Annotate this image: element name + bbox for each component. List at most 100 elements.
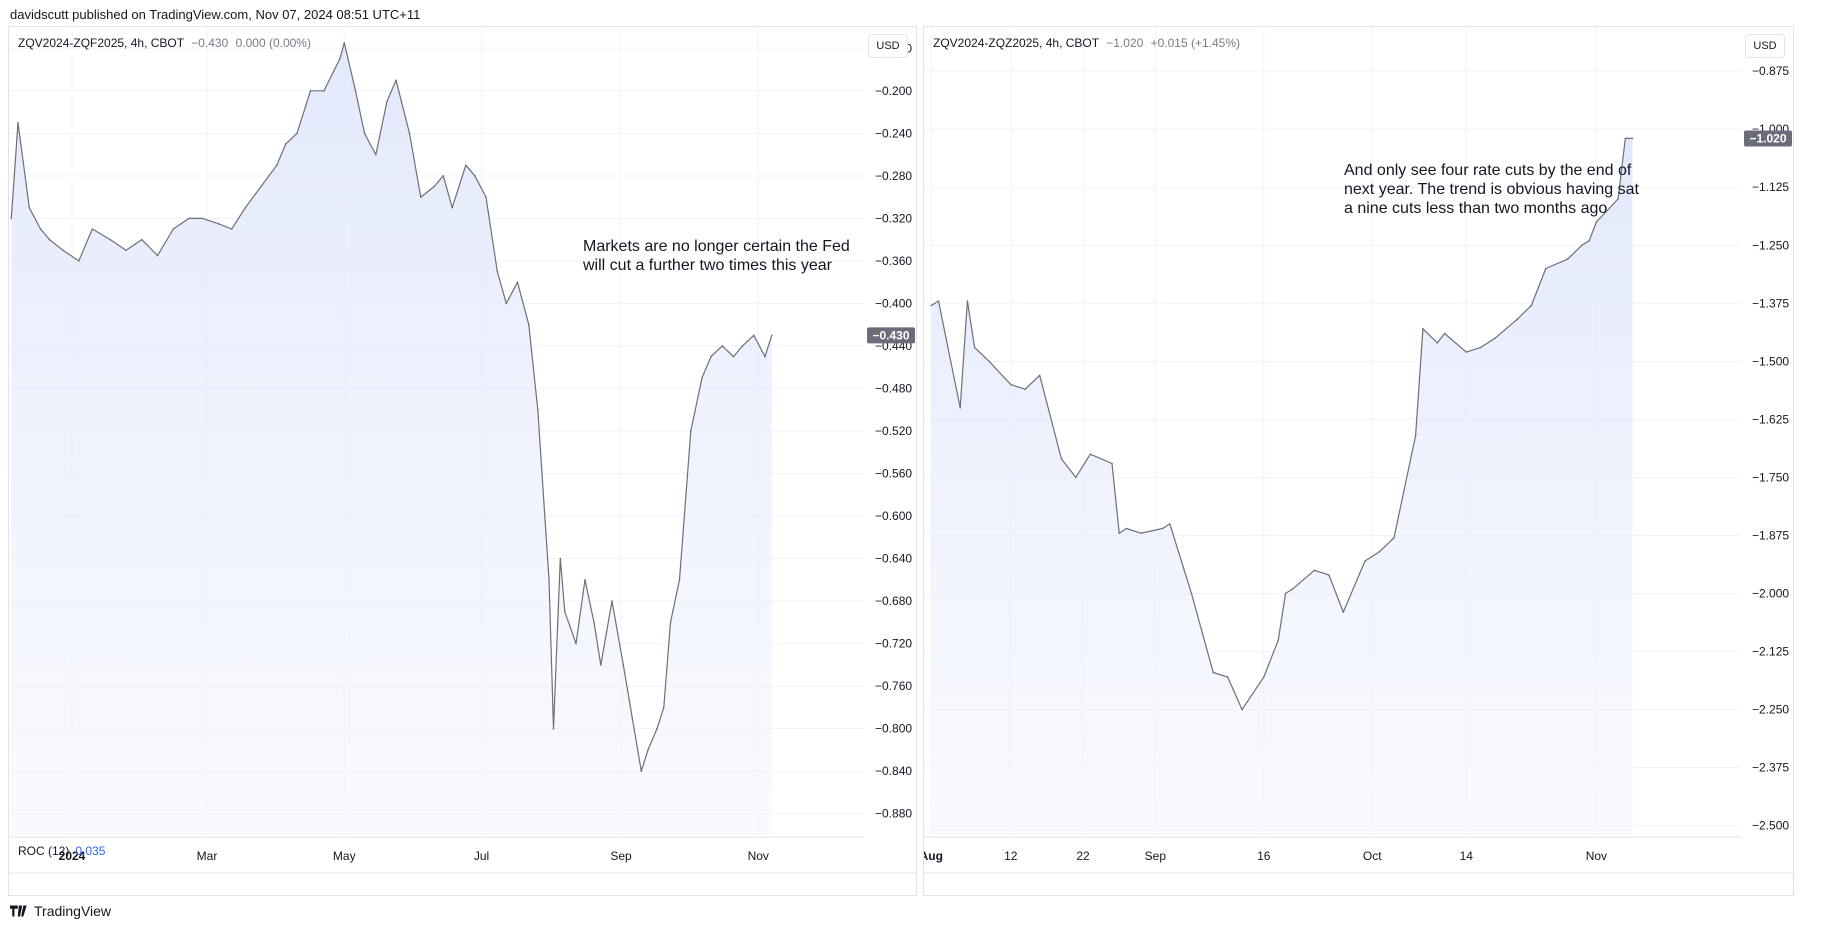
data-point bbox=[408, 132, 411, 135]
y-tick-label: −0.720 bbox=[875, 637, 912, 651]
data-point bbox=[1342, 611, 1345, 613]
brand-name: TradingView bbox=[34, 903, 112, 919]
x-tick-label: Aug bbox=[924, 849, 943, 863]
x-tick-label: Sep bbox=[1145, 849, 1167, 863]
roc-indicator-legend[interactable]: ROC (12) 0.035 bbox=[18, 844, 105, 858]
x-tick-label: Sep bbox=[610, 849, 632, 863]
data-point bbox=[10, 217, 13, 220]
data-point bbox=[528, 323, 530, 326]
data-point bbox=[516, 281, 519, 283]
y-tick-label: −1.875 bbox=[1752, 528, 1789, 542]
data-point bbox=[732, 355, 735, 358]
data-point bbox=[474, 175, 476, 177]
tradingview-logo-icon bbox=[10, 905, 27, 917]
x-tick-label: May bbox=[333, 849, 356, 863]
data-point bbox=[91, 228, 94, 230]
y-tick-label: −2.375 bbox=[1752, 761, 1789, 775]
symbol-legend[interactable]: ZQV2024-ZQF2025, 4h, CBOT −0.430 0.000 (… bbox=[18, 36, 311, 50]
data-point bbox=[741, 345, 744, 347]
data-point bbox=[1284, 592, 1287, 595]
annotation-line: And only see four rate cuts by the end o… bbox=[1344, 162, 1632, 179]
data-point bbox=[721, 345, 724, 347]
data-point bbox=[611, 600, 613, 602]
price-label-box bbox=[1744, 130, 1792, 147]
data-point bbox=[1545, 267, 1547, 270]
data-point bbox=[1277, 639, 1280, 641]
data-point bbox=[966, 300, 969, 302]
data-point bbox=[753, 334, 755, 337]
data-point bbox=[537, 408, 539, 411]
data-point bbox=[230, 228, 233, 230]
symbol-legend[interactable]: ZQV2024-ZQZ2025, 4h, CBOT −1.020 +0.015 … bbox=[933, 36, 1240, 50]
chart-annotation[interactable]: And only see four rate cuts by the end o… bbox=[1344, 161, 1639, 218]
data-point bbox=[1169, 523, 1171, 525]
x-tick-label: 22 bbox=[1076, 849, 1090, 863]
x-tick-label: Jul bbox=[474, 849, 489, 863]
data-point bbox=[559, 557, 562, 560]
annotation-line: next year. The trend is obvious having s… bbox=[1344, 181, 1639, 198]
data-point bbox=[1111, 462, 1113, 465]
data-point bbox=[1075, 476, 1077, 479]
data-point bbox=[156, 254, 159, 257]
publisher-line: davidscutt published on TradingView.com,… bbox=[10, 7, 421, 22]
price-label-text: −0.430 bbox=[872, 328, 909, 342]
y-tick-label: −0.560 bbox=[875, 467, 912, 481]
data-point bbox=[496, 270, 499, 273]
tradingview-footer[interactable]: TradingView bbox=[10, 903, 111, 919]
chart-panel-right[interactable]: −0.875 −1.000 −1.125 −1.250 −1.375 −1.500 −1.6… bbox=[923, 26, 1794, 896]
data-point bbox=[1393, 537, 1395, 539]
data-point bbox=[764, 355, 766, 358]
data-point bbox=[1226, 676, 1229, 678]
data-point bbox=[1422, 328, 1424, 330]
y-tick-label: −0.680 bbox=[875, 594, 912, 608]
data-point bbox=[622, 664, 625, 666]
price-chart-svg: −0.160−0.200−0.240−0.280−0.320−0.360−0.4… bbox=[9, 27, 916, 874]
data-point bbox=[710, 355, 712, 358]
data-point bbox=[39, 228, 42, 230]
currency-button[interactable]: USD bbox=[1745, 34, 1785, 58]
data-point bbox=[1566, 258, 1569, 260]
data-point bbox=[663, 706, 665, 709]
series-area bbox=[11, 42, 772, 835]
data-point bbox=[433, 185, 436, 188]
data-point bbox=[1291, 588, 1294, 590]
y-tick-label: −2.500 bbox=[1752, 819, 1789, 833]
data-point bbox=[1364, 560, 1366, 562]
data-point bbox=[552, 727, 555, 730]
data-point bbox=[647, 749, 649, 751]
data-point bbox=[678, 579, 681, 581]
data-point bbox=[1010, 383, 1012, 386]
data-point bbox=[465, 164, 467, 166]
data-point bbox=[1516, 318, 1518, 321]
chart-annotation[interactable]: Markets are no longer certain the Fed wi… bbox=[583, 237, 850, 275]
data-point bbox=[442, 175, 445, 177]
data-point bbox=[771, 334, 773, 337]
x-tick-label: Nov bbox=[748, 849, 769, 863]
data-point bbox=[1631, 137, 1634, 140]
annotation-line: a nine cuts less than two months ago bbox=[1344, 200, 1608, 217]
data-point bbox=[656, 727, 658, 730]
y-tick-label: −1.125 bbox=[1752, 180, 1789, 194]
data-point bbox=[1595, 221, 1598, 223]
price-change: 0.000 (0.00%) bbox=[235, 36, 311, 50]
data-point bbox=[988, 360, 990, 363]
data-point bbox=[62, 249, 64, 252]
x-tick-label: 16 bbox=[1257, 849, 1271, 863]
x-tick-label: 12 bbox=[1004, 849, 1018, 863]
data-point bbox=[339, 58, 341, 60]
data-point bbox=[363, 132, 366, 135]
data-point bbox=[48, 238, 51, 241]
y-tick-label: −1.500 bbox=[1752, 354, 1789, 368]
currency-button[interactable]: USD bbox=[868, 34, 908, 58]
data-point bbox=[1060, 458, 1063, 460]
chart-panel-left[interactable]: −0.160−0.200−0.240−0.280−0.320−0.360−0.4… bbox=[8, 26, 917, 896]
data-point bbox=[485, 196, 487, 198]
data-point bbox=[1241, 708, 1243, 711]
data-point bbox=[593, 621, 595, 624]
data-point bbox=[973, 346, 976, 349]
data-point bbox=[1624, 137, 1627, 140]
series-area bbox=[931, 138, 1633, 835]
data-point bbox=[669, 621, 672, 624]
data-point bbox=[1024, 388, 1026, 391]
last-price: −1.020 bbox=[1106, 36, 1144, 50]
